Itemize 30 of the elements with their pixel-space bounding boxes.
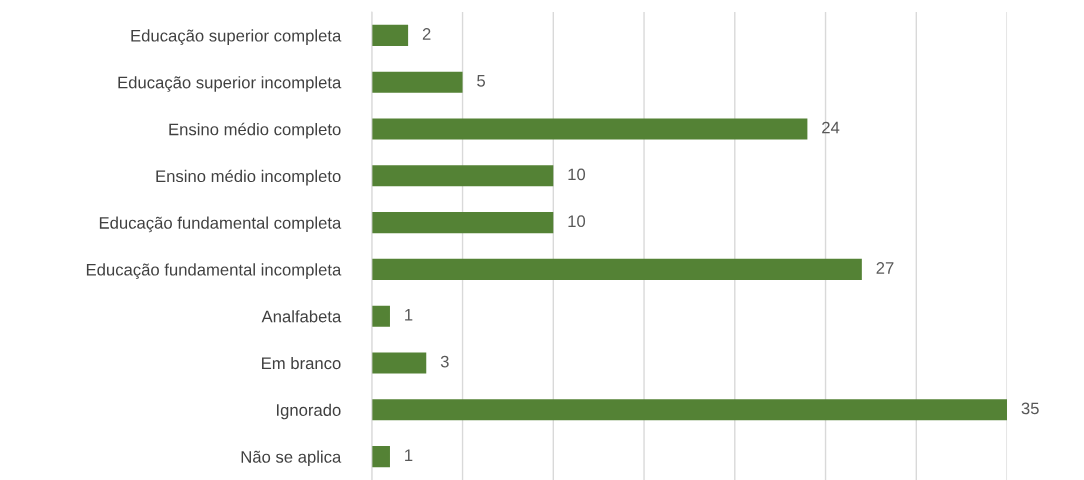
data-label: 10 [568, 215, 586, 228]
data-label: 27 [876, 262, 894, 274]
y-tick-label: Analfabeta [261, 310, 342, 323]
data-label: 35 [1021, 402, 1039, 415]
bar [371, 305, 390, 327]
y-tick-label: Ignorado [277, 403, 341, 420]
bar [371, 399, 1008, 421]
data-label: 5 [477, 75, 486, 87]
bar [371, 212, 554, 234]
data-label: 10 [568, 168, 586, 181]
data-label: 2 [422, 28, 431, 40]
bar [371, 165, 554, 187]
data-label: 1 [405, 449, 413, 461]
data-label: 3 [440, 355, 449, 368]
y-tick-label: Ensino médio incompleto [156, 169, 341, 186]
bar [371, 24, 409, 46]
y-tick-label: Educação superior incompleta [118, 76, 342, 92]
bar [371, 258, 862, 280]
y-tick-label: Educação fundamental completa [99, 216, 342, 233]
y-tick-label: Educação superior completa [131, 29, 342, 45]
bar [371, 71, 463, 93]
bar [371, 352, 427, 374]
y-tick-label: Não se aplica [241, 450, 342, 467]
bar [371, 118, 808, 140]
bar [371, 446, 390, 468]
y-tick-label: Em branco [262, 356, 341, 370]
y-tick-label: Educação fundamental incompleta [86, 263, 342, 279]
data-label: 1 [405, 309, 413, 321]
data-label: 24 [822, 121, 840, 134]
y-tick-label: Ensino médio completo [169, 122, 341, 139]
